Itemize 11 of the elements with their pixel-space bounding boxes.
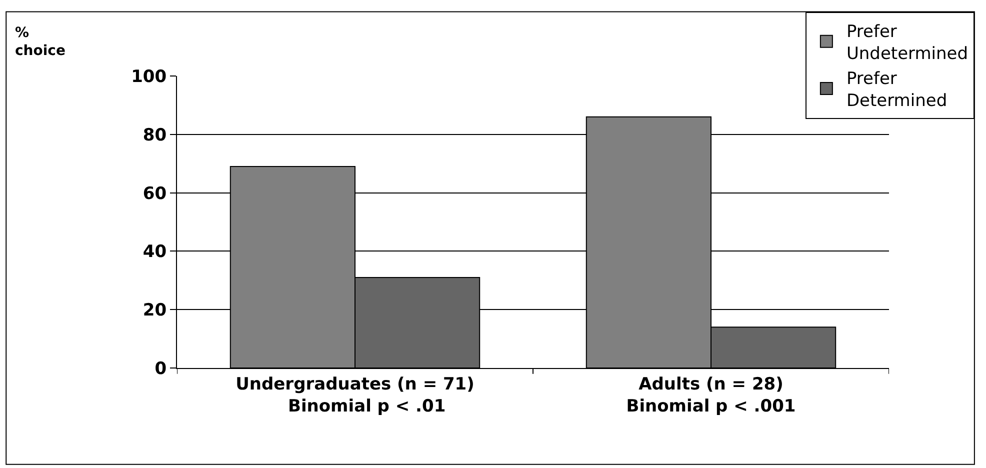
x-tick-label: Undergraduates (n = 71) Binomial p < .01 (236, 374, 474, 416)
y-tick-label: 0 (154, 358, 167, 379)
y-tick-label: 20 (142, 300, 167, 321)
y-tick-label: 80 (142, 125, 167, 146)
y-axis-title: % choice (15, 25, 66, 60)
legend-label: Prefer Determined (846, 69, 948, 112)
y-tick-label: 100 (131, 66, 167, 87)
y-tick-label: 40 (142, 242, 167, 262)
y-tick-label: 60 (142, 184, 167, 204)
x-tick-label: Adults (n = 28) Binomial p < .001 (626, 374, 796, 416)
legend-label: Prefer Undetermined (846, 22, 968, 64)
